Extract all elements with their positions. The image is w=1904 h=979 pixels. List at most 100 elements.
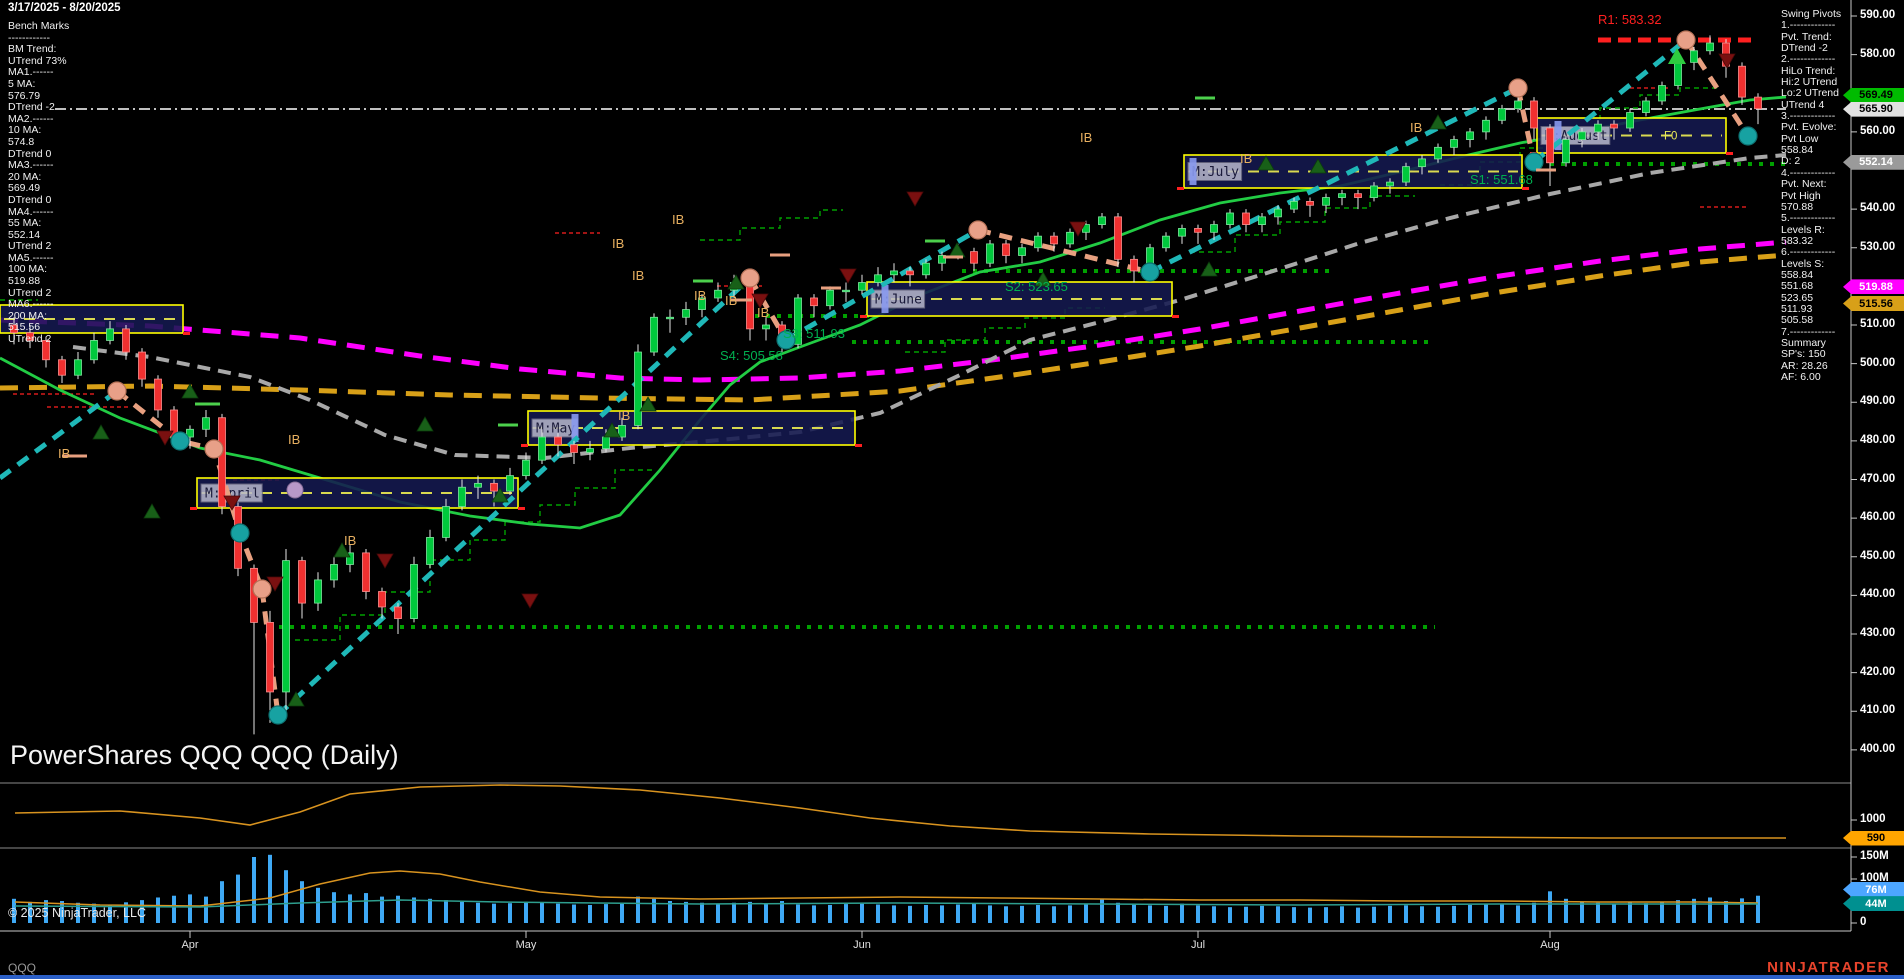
candle-body[interactable] xyxy=(714,289,722,299)
candle-body[interactable] xyxy=(58,359,66,376)
volume-bar[interactable] xyxy=(172,895,176,923)
volume-bar[interactable] xyxy=(364,893,368,923)
volume-bar[interactable] xyxy=(1596,902,1600,923)
volume-bar[interactable] xyxy=(44,900,48,923)
volume-bar[interactable] xyxy=(76,902,80,923)
candle-body[interactable] xyxy=(1354,193,1362,198)
candle-body[interactable] xyxy=(218,417,226,507)
candle-body[interactable] xyxy=(570,444,578,453)
candle-body[interactable] xyxy=(1034,235,1042,249)
volume-bar[interactable] xyxy=(700,902,704,923)
volume-bar[interactable] xyxy=(1756,895,1760,923)
volume-bar[interactable] xyxy=(1388,905,1392,923)
candle-body[interactable] xyxy=(842,289,850,293)
candle-body[interactable] xyxy=(10,324,18,334)
volume-bar[interactable] xyxy=(1276,906,1280,923)
volume-bar[interactable] xyxy=(492,903,496,923)
volume-bar[interactable] xyxy=(1420,906,1424,923)
candle-body[interactable] xyxy=(762,324,770,330)
candle-body[interactable] xyxy=(1594,123,1602,133)
volume-bar[interactable] xyxy=(188,894,192,923)
candle-body[interactable] xyxy=(1226,212,1234,225)
volume-bar[interactable] xyxy=(428,898,432,923)
candle-body[interactable] xyxy=(1386,181,1394,187)
volume-bar[interactable] xyxy=(1164,905,1168,923)
volume-bar[interactable] xyxy=(12,898,16,923)
candle-body[interactable] xyxy=(346,552,354,565)
volume-bar[interactable] xyxy=(1452,905,1456,923)
candle-body[interactable] xyxy=(810,297,818,307)
price-tag[interactable]: 515.56 xyxy=(1843,296,1904,312)
volume-bar[interactable] xyxy=(732,902,736,923)
volume-bar[interactable] xyxy=(924,904,928,923)
candle-body[interactable] xyxy=(1130,258,1138,272)
candle-body[interactable] xyxy=(1178,228,1186,237)
candle-body[interactable] xyxy=(1482,119,1490,133)
volume-bar[interactable] xyxy=(908,905,912,923)
candle-body[interactable] xyxy=(538,436,546,461)
volume-bar[interactable] xyxy=(1484,904,1488,923)
candle-body[interactable] xyxy=(458,486,466,507)
candle-body[interactable] xyxy=(138,351,146,380)
volume-bar[interactable] xyxy=(1020,905,1024,923)
volume-bar[interactable] xyxy=(572,904,576,923)
volume-bar[interactable] xyxy=(1628,902,1632,923)
volume-bar[interactable] xyxy=(1436,906,1440,923)
volume-bar[interactable] xyxy=(876,904,880,923)
volume-bar[interactable] xyxy=(716,903,720,923)
month-box-label-chip[interactable] xyxy=(1187,162,1243,181)
volume-bar[interactable] xyxy=(1180,903,1184,923)
volume-bar[interactable] xyxy=(300,881,304,923)
candle-body[interactable] xyxy=(1114,216,1122,260)
candle-body[interactable] xyxy=(362,552,370,592)
volume-tag[interactable]: 44M xyxy=(1843,896,1904,912)
volume-bar[interactable] xyxy=(1404,905,1408,923)
volume-bar[interactable] xyxy=(1228,907,1232,923)
volume-bar[interactable] xyxy=(1692,898,1696,923)
candle-body[interactable] xyxy=(1338,193,1346,198)
candle-body[interactable] xyxy=(1754,96,1762,110)
volume-bar[interactable] xyxy=(556,903,560,923)
candle-body[interactable] xyxy=(1274,208,1282,218)
volume-bar[interactable] xyxy=(1148,905,1152,923)
candle-body[interactable] xyxy=(1578,131,1586,140)
candle-body[interactable] xyxy=(890,270,898,276)
candle-body[interactable] xyxy=(90,340,98,361)
volume-bar[interactable] xyxy=(1052,906,1056,923)
candle-body[interactable] xyxy=(394,606,402,619)
candle-body[interactable] xyxy=(602,436,610,450)
candle-body[interactable] xyxy=(1546,127,1554,164)
candle-body[interactable] xyxy=(474,482,482,488)
candle-body[interactable] xyxy=(618,425,626,438)
volume-bar[interactable] xyxy=(1564,898,1568,923)
volume-bar[interactable] xyxy=(684,901,688,923)
candle-body[interactable] xyxy=(1018,247,1026,256)
candle-body[interactable] xyxy=(1066,231,1074,245)
volume-bar[interactable] xyxy=(1260,905,1264,923)
candle-body[interactable] xyxy=(74,359,82,376)
candle-body[interactable] xyxy=(858,282,866,291)
volume-bar[interactable] xyxy=(92,903,96,923)
candle-body[interactable] xyxy=(650,316,658,353)
candle-body[interactable] xyxy=(1370,185,1378,198)
volume-bar[interactable] xyxy=(284,870,288,923)
candle-body[interactable] xyxy=(1242,212,1250,225)
candle-body[interactable] xyxy=(986,243,994,264)
volume-bar[interactable] xyxy=(1644,903,1648,923)
candle-body[interactable] xyxy=(490,482,498,492)
candle-body[interactable] xyxy=(106,328,114,341)
volume-bar[interactable] xyxy=(764,903,768,923)
volume-bar[interactable] xyxy=(588,904,592,923)
volume-bar[interactable] xyxy=(236,874,240,923)
candle-body[interactable] xyxy=(154,378,162,411)
volume-bar[interactable] xyxy=(1612,903,1616,923)
candle-body[interactable] xyxy=(1738,65,1746,98)
candle-body[interactable] xyxy=(746,282,754,330)
volume-bar[interactable] xyxy=(1212,906,1216,923)
volume-bar[interactable] xyxy=(1196,905,1200,923)
volume-bar[interactable] xyxy=(204,896,208,923)
candle-body[interactable] xyxy=(1658,85,1666,102)
volume-bar[interactable] xyxy=(1580,901,1584,923)
volume-bar[interactable] xyxy=(892,905,896,923)
volume-bar[interactable] xyxy=(828,904,832,923)
